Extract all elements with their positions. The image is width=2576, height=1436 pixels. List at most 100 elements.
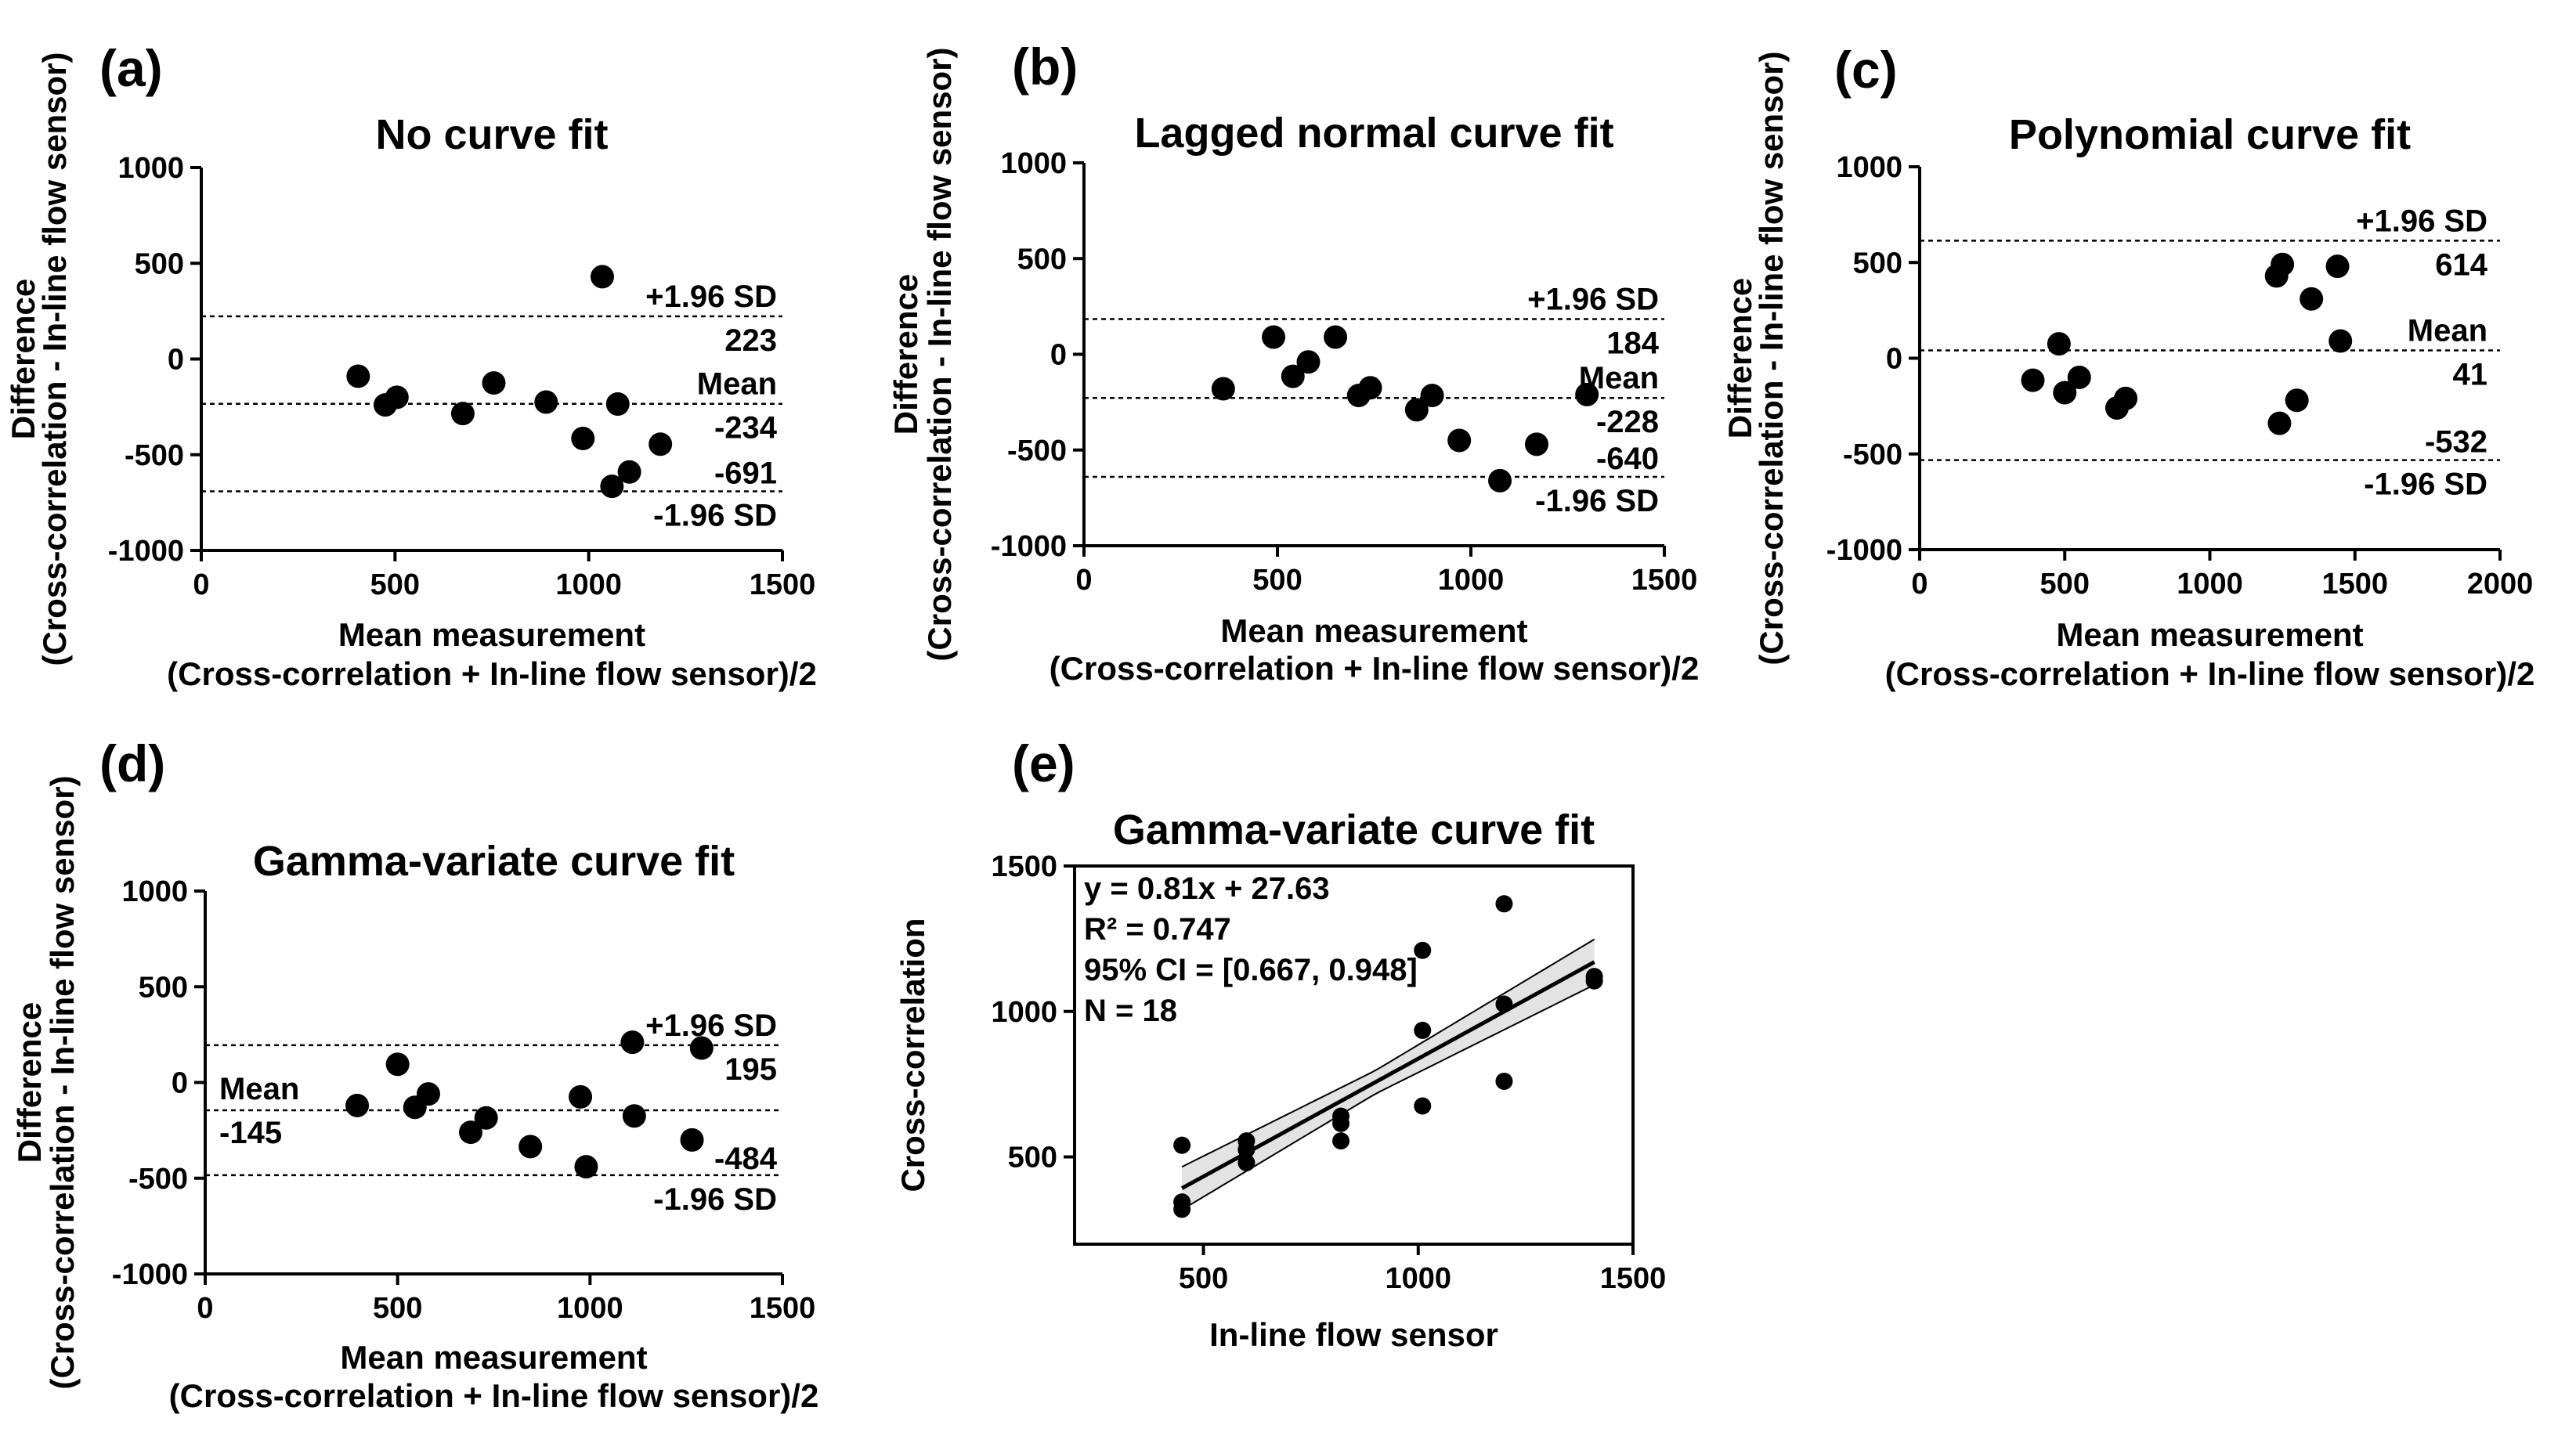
panel-letter: (b) — [1012, 38, 1078, 96]
data-point — [1495, 895, 1513, 913]
data-point — [649, 432, 673, 456]
data-point — [459, 1120, 483, 1145]
y-tick-label: 500 — [1017, 243, 1067, 276]
mean-value: -234 — [714, 411, 778, 446]
data-point — [2021, 368, 2045, 392]
upper-loa-value: 223 — [724, 323, 777, 358]
ci-text: 95% CI = [0.667, 0.948] — [1084, 953, 1418, 987]
data-point — [1237, 1141, 1255, 1159]
y-tick-label: -1000 — [1826, 534, 1902, 567]
data-point — [518, 1135, 543, 1159]
mean-name: Mean — [2408, 313, 2487, 348]
x-tick-label: 2000 — [2467, 568, 2534, 601]
mean-value: -228 — [1596, 405, 1659, 439]
mean-name: Mean — [219, 1072, 299, 1106]
panel-e: (e) Gamma-variate curve fit 500 1000 1500 500… — [894, 734, 1666, 1353]
data-point — [346, 364, 370, 388]
x-axis-label: Mean measurement — [340, 1339, 647, 1376]
y-axis-label-line2: (Cross-correlation - In-line flow sensor… — [921, 47, 958, 661]
mean-value: 41 — [2453, 357, 2488, 391]
chart-title: Polynomial curve fit — [2009, 111, 2411, 158]
data-point — [569, 1084, 593, 1109]
data-point — [385, 1052, 410, 1077]
y-tick-label: 500 — [139, 971, 188, 1004]
x-tick-label: 500 — [1179, 1262, 1228, 1295]
y-tick-label: 0 — [172, 1067, 188, 1100]
chart-title: Gamma-variate curve fit — [253, 838, 735, 885]
y-tick-label: -1000 — [112, 1258, 188, 1291]
x-axis-label: Mean measurement — [338, 616, 645, 653]
equation-text: y = 0.81x + 27.63 — [1084, 871, 1330, 906]
lower-loa-name: -1.96 SD — [653, 498, 777, 532]
data-point — [600, 474, 624, 499]
data-point — [345, 1093, 370, 1117]
data-point — [2325, 254, 2350, 279]
x-tick-label: 1000 — [2177, 568, 2243, 601]
y-axis-label: Difference — [11, 1002, 48, 1163]
y-tick-label: 0 — [1050, 339, 1067, 372]
upper-loa-value: 614 — [2435, 247, 2487, 282]
data-point — [590, 265, 614, 289]
x-axis-label: Mean measurement — [2056, 616, 2363, 653]
y-tick-label: -500 — [1007, 435, 1067, 467]
x-axis-label: In-line flow sensor — [1209, 1316, 1498, 1353]
x-tick-label: 1500 — [2321, 568, 2388, 601]
data-point — [1488, 468, 1512, 492]
data-point — [1495, 1072, 1513, 1090]
data-point — [2053, 381, 2077, 405]
lower-loa-name: -1.96 SD — [2364, 467, 2487, 502]
mean-name: Mean — [697, 367, 777, 402]
panel-d: (d) Gamma-variate curve fit 0 500 1000 1500 -1… — [11, 734, 818, 1414]
y-tick-label: -500 — [125, 439, 184, 472]
data-point — [2329, 329, 2353, 353]
y-axis-label-line2: (Cross-correlation - In-line flow sensor… — [44, 775, 81, 1389]
data-point — [2285, 388, 2309, 413]
data-point — [1211, 377, 1235, 401]
x-tick-label: 1000 — [557, 1292, 623, 1325]
chart-title: Lagged normal curve fit — [1134, 110, 1613, 157]
data-point — [1173, 1200, 1191, 1218]
chart-title: Gamma-variate curve fit — [1113, 806, 1595, 853]
n-text: N = 18 — [1084, 994, 1177, 1028]
y-tick-label: 1000 — [1836, 151, 1902, 184]
x-tick-label: 1000 — [555, 568, 622, 601]
data-point — [1585, 972, 1603, 990]
data-point — [385, 385, 409, 410]
data-point — [1324, 325, 1348, 349]
y-tick-label: 1000 — [121, 875, 188, 908]
x-tick-label: 1000 — [1385, 1262, 1451, 1295]
plot-frame — [1073, 864, 1635, 1246]
data-point — [689, 1036, 714, 1060]
panel-c: (c) Polynomial curve fit 0 500 1000 1500 2000 -… — [1722, 41, 2534, 692]
data-point — [1404, 398, 1429, 422]
data-point — [1414, 941, 1432, 959]
data-point — [617, 460, 641, 484]
data-point — [474, 1106, 498, 1130]
x-tick-label: 1500 — [1600, 1262, 1667, 1295]
x-axis-label-line2: (Cross-correlation + In-line flow sensor… — [169, 1377, 819, 1414]
upper-loa-name: +1.96 SD — [645, 280, 777, 314]
data-point — [2300, 287, 2324, 311]
data-point — [482, 371, 506, 395]
y-tick-label: 0 — [168, 344, 184, 377]
x-tick-label: 500 — [2040, 568, 2090, 601]
panel-b: (b) Lagged normal curve fit 0 500 1000 1500 -1… — [887, 38, 1699, 687]
y-axis-label-line2: (Cross-correlation - In-line flow sensor… — [36, 52, 73, 666]
data-point — [1414, 1097, 1432, 1115]
panel-letter: (c) — [1834, 41, 1898, 99]
y-axis-label: Difference — [5, 279, 42, 439]
y-axis-label: Difference — [887, 274, 924, 435]
data-point — [1262, 325, 1286, 349]
x-axis-label: Mean measurement — [1220, 612, 1527, 649]
ci-lower-line — [1181, 983, 1595, 1210]
data-point — [1296, 350, 1321, 374]
data-point — [1173, 1136, 1191, 1154]
y-axis-label: Cross-correlation — [894, 918, 931, 1192]
upper-loa-value: 184 — [1606, 327, 1659, 361]
mean-value: -145 — [219, 1116, 282, 1150]
lower-loa-value: -532 — [2425, 425, 2487, 460]
x-tick-label: 1500 — [1631, 564, 1698, 597]
data-point — [574, 1155, 598, 1179]
x-tick-label: 1000 — [1438, 564, 1505, 597]
data-point — [680, 1128, 704, 1152]
